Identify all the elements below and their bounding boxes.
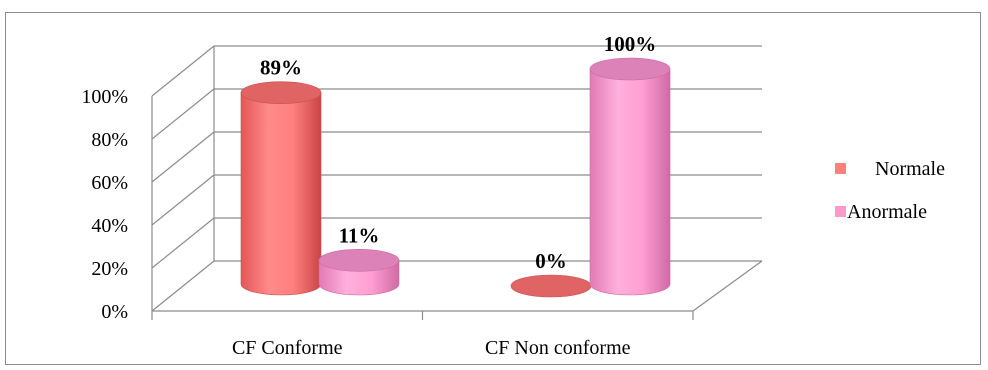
y-tick-label: 20% [91, 258, 128, 280]
data-label: 0% [535, 249, 567, 273]
data-label: 89% [260, 56, 302, 80]
data-label: 100% [604, 32, 657, 56]
bar-top [241, 82, 321, 104]
legend-swatch [835, 206, 846, 217]
legend-label: Anormale [847, 201, 927, 223]
bar-top [511, 275, 591, 297]
bar-body [590, 69, 670, 295]
gridline-side [152, 218, 214, 268]
bar-anormale [319, 249, 399, 295]
bars: 89% 11% 0% 100% [241, 32, 670, 297]
bar-top [319, 249, 399, 271]
y-tick-label: 80% [91, 129, 128, 151]
bar-top [590, 58, 670, 80]
y-tick-label: 40% [91, 215, 128, 237]
bar-anormale [590, 58, 670, 295]
y-tick-label: 60% [91, 172, 128, 194]
gridline-side [152, 89, 214, 139]
legend-swatch [835, 163, 846, 174]
bar-normale [241, 82, 321, 295]
bar-normale [511, 275, 591, 297]
gridline-side [152, 132, 214, 182]
gridline-side [152, 261, 214, 311]
x-category-label: CF Conforme [232, 337, 343, 359]
legend-label: Normale [875, 158, 945, 180]
legend-item: Normale [835, 158, 945, 180]
y-tick-label: 0% [101, 301, 128, 323]
x-axis-labels: CF Conforme CF Non conforme [232, 337, 631, 359]
y-axis-ticks: 0% 20% 40% 60% 80% 100% [81, 86, 128, 323]
bar-body [241, 93, 321, 295]
data-label: 11% [339, 223, 380, 247]
legend-item: Anormale [835, 201, 927, 223]
floor-right [693, 261, 762, 311]
gridline-side [152, 175, 214, 225]
legend: Normale Anormale [835, 158, 945, 223]
gridline-side [152, 46, 214, 96]
x-category-label: CF Non conforme [485, 337, 631, 359]
y-tick-label: 100% [81, 86, 128, 108]
